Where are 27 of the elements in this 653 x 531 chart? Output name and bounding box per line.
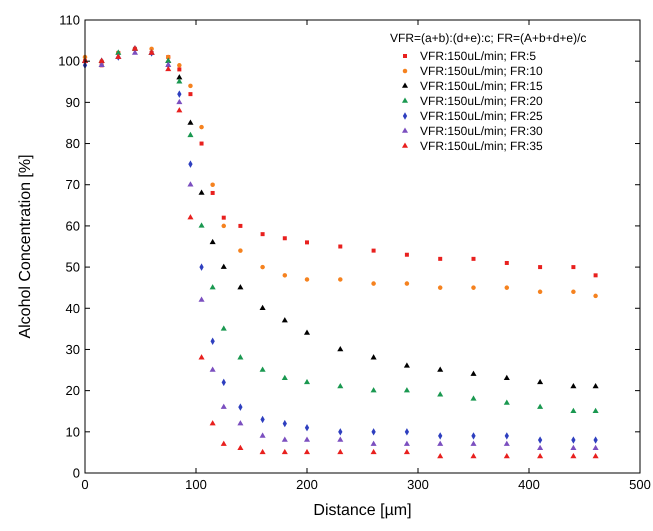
y-tick-label: 100 [58,54,80,69]
legend-label: VFR:150uL/min; FR:35 [420,139,544,153]
y-tick-label: 60 [66,218,80,234]
y-tick-label: 40 [66,300,80,316]
y-tick-label: 80 [66,136,80,152]
legend-label: VFR:150uL/min; FR:10 [420,64,544,78]
y-tick-label: 110 [59,12,80,28]
legend-label: VFR:150uL/min; FR:5 [420,49,536,63]
y-axis-title: Alcohol Concentration [%] [17,154,34,339]
y-tick-label: 90 [66,94,80,110]
x-axis-title: Distance [µm] [313,502,412,519]
y-tick-label: 30 [66,342,80,357]
y-tick-label: 50 [66,260,80,275]
x-tick-label: 200 [296,477,318,492]
y-tick-label: 20 [66,383,80,398]
legend-label: VFR:150uL/min; FR:25 [420,109,544,123]
legend-title: VFR=(a+b):(d+e):c; FR=(A+b+d+e)/c [390,31,586,45]
y-tick-label: 0 [72,466,80,480]
legend-label: VFR:150uL/min; FR:20 [420,94,544,108]
x-tick-label: 400 [518,477,540,492]
x-tick-label: 100 [185,477,207,492]
x-tick-label: 500 [629,477,651,492]
y-tick-label: 10 [66,424,80,440]
legend-label: VFR:150uL/min; FR:15 [420,79,544,93]
legend-label: VFR:150uL/min; FR:30 [420,124,544,138]
y-tick-label: 70 [66,177,80,192]
x-tick-label: 300 [407,477,429,492]
